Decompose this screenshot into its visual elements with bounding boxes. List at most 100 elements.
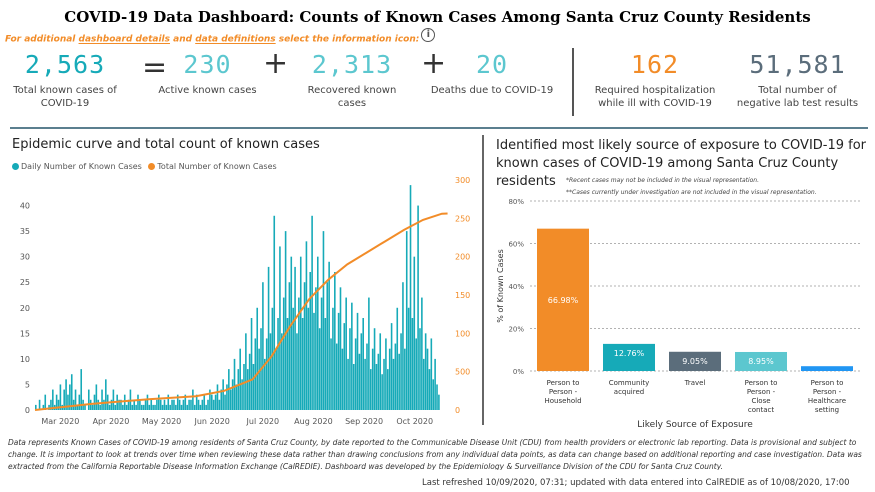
- daily-case-bar: [279, 246, 281, 410]
- daily-case-bar: [207, 399, 209, 410]
- daily-case-bar: [381, 374, 383, 410]
- daily-case-bar: [99, 404, 101, 410]
- daily-case-bar: [398, 353, 400, 410]
- daily-case-bar: [390, 323, 393, 410]
- daily-case-bar: [38, 399, 41, 410]
- daily-case-bar: [93, 394, 96, 410]
- daily-case-bar: [411, 318, 414, 410]
- daily-case-bar: [152, 404, 154, 410]
- daily-case-bar: [296, 333, 298, 410]
- daily-case-bar: [273, 215, 276, 410]
- daily-case-bar: [409, 185, 412, 410]
- x-tick-label: May 2020: [142, 417, 181, 426]
- daily-case-bar: [311, 215, 313, 410]
- daily-case-bar: [171, 399, 173, 410]
- category-label: Healthcare: [808, 397, 846, 405]
- daily-case-bar: [252, 364, 255, 410]
- daily-case-bar: [78, 394, 81, 410]
- daily-case-bar: [364, 358, 366, 410]
- daily-case-bar: [139, 399, 141, 410]
- daily-case-bar: [385, 338, 387, 410]
- kpi-total: 2,563 Total known cases of COVID-19: [10, 50, 120, 110]
- daily-case-bar: [50, 399, 52, 410]
- daily-case-bar: [118, 399, 120, 410]
- daily-case-bar: [313, 312, 315, 410]
- daily-case-bar: [415, 338, 417, 410]
- legend-daily-label[interactable]: Daily Number of Known Cases: [21, 162, 142, 171]
- daily-case-bar: [142, 404, 145, 410]
- info-icon[interactable]: i: [421, 28, 436, 42]
- daily-case-bar: [394, 343, 397, 410]
- daily-case-bar: [358, 353, 361, 410]
- daily-case-bar: [256, 307, 259, 410]
- daily-case-bar: [339, 287, 342, 410]
- category-label: acquired: [614, 388, 644, 396]
- daily-case-bar: [169, 404, 171, 410]
- exposure-chart[interactable]: 0% 20% 40% 60% 80% % of Known Cases 66.98% Pers…: [490, 193, 870, 431]
- daily-case-bar: [298, 297, 300, 410]
- daily-case-bar: [309, 272, 312, 410]
- daily-case-bar: [44, 394, 47, 410]
- daily-case-bar: [402, 282, 404, 410]
- x-tick-label: Oct 2020: [396, 417, 433, 426]
- y-tick-label: 20%: [508, 326, 524, 334]
- daily-case-bar: [125, 404, 128, 410]
- daily-case-bar: [203, 394, 206, 410]
- y-left-tick-label: 0: [25, 406, 30, 415]
- y-tick-label: 80%: [508, 198, 524, 206]
- epi-curve-chart[interactable]: 0 5 10 15 20 25 30 35 40 0 500 1000 1500 2000 2500 3000…: [0, 170, 470, 432]
- header-divider: [10, 127, 868, 129]
- y-left-tick-label: 15: [20, 329, 30, 338]
- data-definitions-link[interactable]: data definitions: [195, 34, 276, 45]
- daily-case-bar: [334, 272, 336, 410]
- y-right-tick-label: 0: [455, 406, 460, 415]
- kpi-hospital-value: 162: [630, 50, 680, 79]
- daily-case-bar: [288, 282, 291, 410]
- category-label: Person to: [547, 379, 580, 387]
- category-label: Person -: [549, 388, 578, 396]
- daily-case-bar: [258, 348, 260, 410]
- daily-case-bar: [55, 394, 58, 410]
- daily-case-bar: [263, 358, 266, 410]
- daily-case-bar: [432, 379, 435, 410]
- daily-case-bar: [165, 404, 168, 410]
- daily-case-bar: [352, 364, 355, 410]
- daily-case-bar: [224, 394, 226, 410]
- daily-case-bar: [269, 333, 272, 410]
- exposure-data-label: 8.95%: [748, 357, 774, 366]
- equals-sign: =: [142, 50, 168, 85]
- daily-case-bar: [233, 358, 236, 410]
- plus-sign-1: +: [263, 46, 289, 81]
- exposure-bar: [735, 351, 787, 371]
- daily-case-bar: [430, 338, 433, 410]
- daily-case-bar: [275, 348, 277, 410]
- daily-case-bar: [161, 404, 164, 410]
- legend-daily-swatch: [12, 163, 19, 170]
- daily-case-bar: [173, 399, 175, 410]
- kpi-divider: [572, 48, 574, 116]
- daily-case-bar: [405, 231, 408, 410]
- daily-case-bar: [122, 404, 124, 410]
- daily-case-bar: [356, 312, 359, 410]
- y-left-tick-label: 40: [20, 202, 30, 211]
- daily-case-bar: [192, 389, 194, 410]
- daily-case-bar: [76, 404, 79, 410]
- daily-case-bar: [337, 312, 340, 410]
- kpi-negative: 51,581 Total number of negative lab test…: [730, 50, 865, 110]
- daily-case-bar: [70, 374, 73, 410]
- daily-case-bar: [212, 399, 215, 410]
- daily-case-bar: [186, 404, 188, 410]
- daily-case-bar: [303, 282, 306, 410]
- daily-case-bar: [373, 328, 376, 410]
- info-mid: and: [169, 34, 196, 45]
- exposure-note-2: **Cases currently under investigation ar…: [566, 189, 817, 196]
- daily-case-bar: [167, 394, 170, 410]
- daily-case-bar: [422, 358, 425, 410]
- legend-total-label[interactable]: Total Number of Known Cases: [157, 162, 277, 171]
- dashboard-details-link[interactable]: dashboard details: [78, 34, 170, 45]
- footer-disclaimer: Data represents Known Cases of COVID-19 …: [8, 438, 862, 470]
- kpi-negative-label: Total number of negative lab test result…: [736, 85, 859, 109]
- daily-case-bar: [248, 353, 251, 410]
- daily-case-bar: [87, 389, 90, 410]
- y-left-tick-label: 25: [20, 278, 30, 287]
